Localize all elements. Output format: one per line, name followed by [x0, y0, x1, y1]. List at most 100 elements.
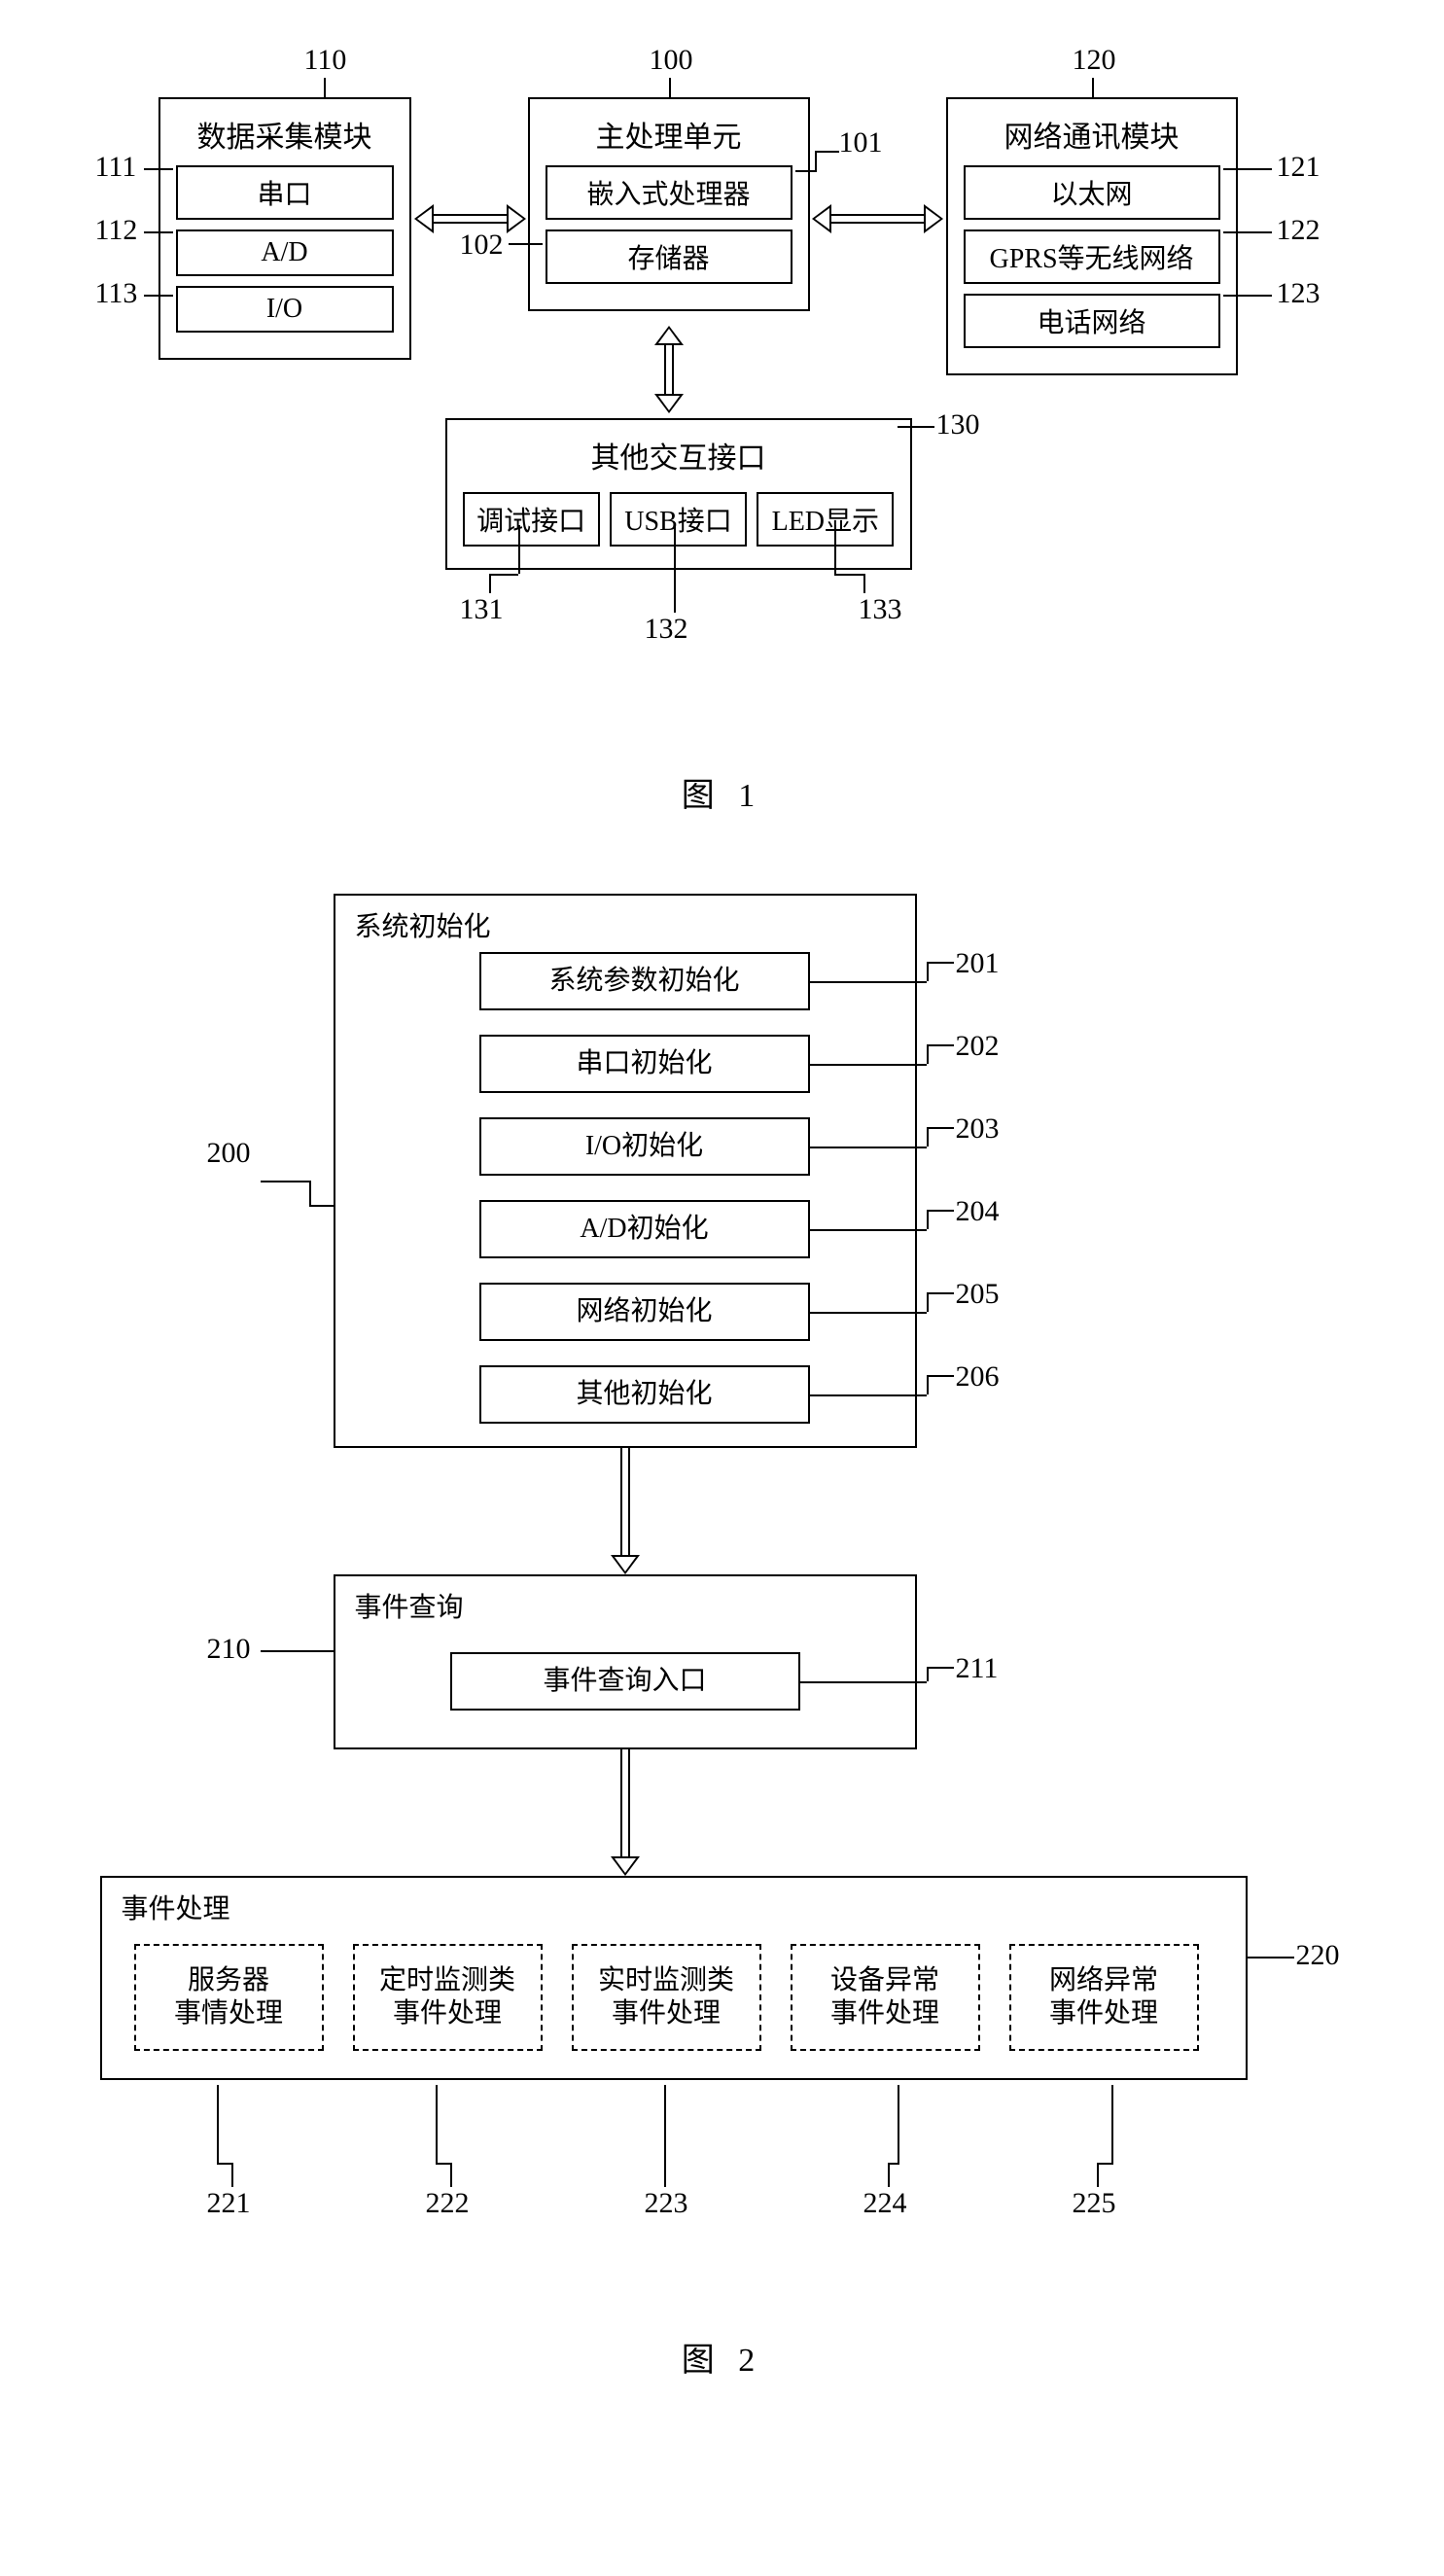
- module-other-interface: 其他交互接口 调试接口 USB接口 LED显示: [445, 418, 912, 570]
- leader-line: [815, 151, 839, 153]
- label-200: 200: [207, 1137, 251, 1170]
- fig2-canvas: 系统初始化 系统参数初始化 串口初始化 I/O初始化 A/D初始化 网络初始化 …: [42, 894, 1403, 2411]
- leader-line: [927, 962, 929, 981]
- down-arrow-icon: [611, 1448, 640, 1574]
- figure-caption: 图 2: [42, 2333, 1403, 2381]
- sub-box-serial: 串口: [176, 165, 394, 220]
- label-211: 211: [956, 1652, 999, 1685]
- bidir-arrow-icon: [654, 326, 684, 413]
- leader-line: [324, 78, 326, 97]
- item-timer-event: 定时监测类 事件处理: [353, 1944, 543, 2051]
- leader-line: [863, 574, 865, 593]
- label-204: 204: [956, 1195, 1000, 1228]
- module-network-comm: 网络通讯模块 以太网 GPRS等无线网络 电话网络: [946, 97, 1238, 375]
- leader-line: [810, 1229, 927, 1231]
- leader-line: [664, 2085, 666, 2187]
- sub-box-ad: A/D: [176, 229, 394, 276]
- label-123: 123: [1277, 277, 1321, 310]
- leader-line: [927, 1375, 954, 1377]
- leader-line: [927, 1667, 929, 1681]
- leader-line: [1223, 231, 1272, 233]
- label-131: 131: [460, 593, 504, 626]
- leader-line: [450, 2163, 452, 2187]
- module-title: 数据采集模块: [176, 113, 394, 156]
- leader-line: [1097, 2163, 1099, 2187]
- label-202: 202: [956, 1030, 1000, 1063]
- leader-line: [800, 1681, 927, 1683]
- label-133: 133: [859, 593, 902, 626]
- item-device-error: 设备异常 事件处理: [791, 1944, 980, 2051]
- leader-line: [927, 1292, 929, 1312]
- label-122: 122: [1277, 214, 1321, 247]
- sub-box-io: I/O: [176, 286, 394, 333]
- sub-box-memory: 存储器: [546, 229, 792, 284]
- leader-line: [927, 1292, 954, 1294]
- leader-line: [815, 151, 817, 172]
- leader-line: [927, 1210, 929, 1229]
- leader-line: [795, 170, 815, 172]
- sub-box-led: LED显示: [757, 492, 894, 547]
- leader-line: [1223, 295, 1272, 297]
- leader-line: [144, 295, 173, 297]
- label-132: 132: [645, 613, 688, 646]
- label-100: 100: [650, 44, 693, 77]
- leader-line: [927, 1667, 954, 1669]
- leader-line: [261, 1181, 309, 1182]
- module-title: 其他交互接口: [463, 434, 895, 476]
- label-111: 111: [95, 151, 137, 184]
- leader-line: [1097, 2163, 1113, 2165]
- fig1-canvas: 数据采集模块 串口 A/D I/O 110 111 112 113 主处理单元 …: [42, 39, 1403, 739]
- item-sys-param-init: 系统参数初始化: [479, 952, 810, 1010]
- leader-line: [834, 525, 836, 574]
- label-120: 120: [1073, 44, 1116, 77]
- leader-line: [927, 1127, 954, 1129]
- leader-line: [261, 1650, 334, 1652]
- leader-line: [1111, 2085, 1113, 2163]
- leader-line: [509, 243, 543, 245]
- leader-line: [927, 1044, 929, 1064]
- item-network-error: 网络异常 事件处理: [1009, 1944, 1199, 2051]
- label-206: 206: [956, 1360, 1000, 1394]
- sub-box-embedded-processor: 嵌入式处理器: [546, 165, 792, 220]
- leader-line: [217, 2163, 231, 2165]
- label-210: 210: [207, 1633, 251, 1666]
- sub-box-phone: 电话网络: [964, 294, 1220, 348]
- leader-line: [888, 2163, 890, 2187]
- label-221: 221: [207, 2187, 251, 2220]
- label-222: 222: [426, 2187, 470, 2220]
- leader-line: [436, 2085, 438, 2163]
- leader-line: [489, 574, 491, 593]
- label-121: 121: [1277, 151, 1321, 184]
- leader-line: [810, 1064, 927, 1066]
- module-data-acquisition: 数据采集模块 串口 A/D I/O: [158, 97, 411, 360]
- item-serial-init: 串口初始化: [479, 1035, 810, 1093]
- item-event-query-entry: 事件查询入口: [450, 1652, 800, 1711]
- figure-2: 系统初始化 系统参数初始化 串口初始化 I/O初始化 A/D初始化 网络初始化 …: [42, 894, 1403, 2411]
- label-225: 225: [1073, 2187, 1116, 2220]
- leader-line: [810, 1147, 927, 1148]
- figure-caption: 图 1: [42, 768, 1403, 816]
- leader-line: [231, 2163, 233, 2187]
- label-205: 205: [956, 1278, 1000, 1311]
- sub-box-usb: USB接口: [610, 492, 747, 547]
- label-203: 203: [956, 1112, 1000, 1146]
- sub-box-ethernet: 以太网: [964, 165, 1220, 220]
- block-title: 事件处理: [122, 1888, 230, 1926]
- leader-line: [309, 1205, 334, 1207]
- item-network-init: 网络初始化: [479, 1283, 810, 1341]
- label-224: 224: [863, 2187, 907, 2220]
- module-title: 主处理单元: [546, 113, 792, 156]
- block-title: 系统初始化: [355, 905, 491, 944]
- leader-line: [810, 981, 927, 983]
- leader-line: [144, 231, 173, 233]
- module-title: 网络通讯模块: [964, 113, 1220, 156]
- label-110: 110: [304, 44, 347, 77]
- figure-1: 数据采集模块 串口 A/D I/O 110 111 112 113 主处理单元 …: [42, 39, 1403, 816]
- leader-line: [1092, 78, 1094, 97]
- item-other-init: 其他初始化: [479, 1365, 810, 1424]
- leader-line: [927, 1044, 954, 1046]
- leader-line: [144, 168, 173, 170]
- label-113: 113: [95, 277, 138, 310]
- item-realtime-event: 实时监测类 事件处理: [572, 1944, 761, 2051]
- label-223: 223: [645, 2187, 688, 2220]
